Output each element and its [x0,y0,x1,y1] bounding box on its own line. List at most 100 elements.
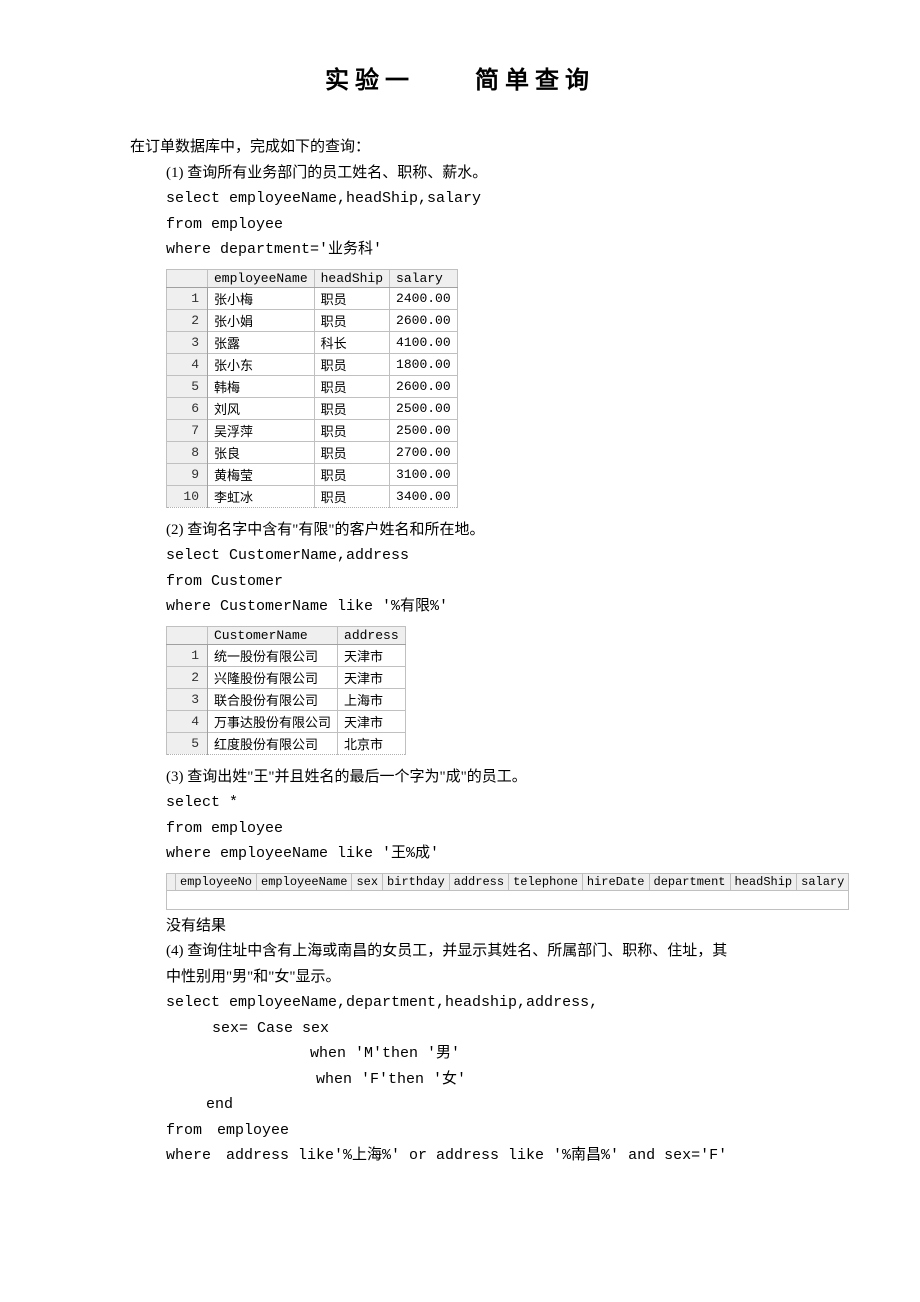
q2-result-table: CustomerName address 1统一股份有限公司天津市 2兴隆股份有… [166,626,406,755]
table-corner [167,626,208,644]
col-header: sex [352,873,383,890]
cell: 职员 [314,419,389,441]
col-header: headShip [730,873,797,890]
table-row: 9黄梅莹职员3100.00 [167,463,458,485]
col-header: address [449,873,508,890]
table-row: 6刘风职员2500.00 [167,397,458,419]
row-number: 8 [167,441,208,463]
col-header: birthday [383,873,450,890]
cell: 职员 [314,463,389,485]
cell: 黄梅莹 [208,463,315,485]
cell: 天津市 [338,644,406,666]
cell: 4100.00 [390,331,458,353]
q3-noresult: 没有结果 [166,914,790,940]
cell: 北京市 [338,732,406,754]
cell: 3100.00 [390,463,458,485]
col-header: address [338,626,406,644]
table-row: 3联合股份有限公司上海市 [167,688,406,710]
table-row: 4万事达股份有限公司天津市 [167,710,406,732]
cell: 2400.00 [390,287,458,309]
cell: 兴隆股份有限公司 [208,666,338,688]
cell: 张小梅 [208,287,315,309]
table-row: 8张良职员2700.00 [167,441,458,463]
cell: 职员 [314,309,389,331]
cell: 职员 [314,375,389,397]
q3-result-table: employeeNo employeeName sex birthday add… [166,873,849,910]
table-row: 1统一股份有限公司天津市 [167,644,406,666]
table-row: 3张露科长4100.00 [167,331,458,353]
q3-desc: (3) 查询出姓"王"并且姓名的最后一个字为"成"的员工。 [166,765,790,791]
q4-sql-line4: when 'F'then '女' [316,1067,790,1093]
col-header: employeeName [208,269,315,287]
row-number: 5 [167,732,208,754]
table-row: 10李虹冰职员3400.00 [167,485,458,507]
cell: 1800.00 [390,353,458,375]
q4-desc-line1: (4) 查询住址中含有上海或南昌的女员工，并显示其姓名、所属部门、职称、住址，其 [166,939,790,965]
row-number: 1 [167,287,208,309]
col-header: telephone [509,873,583,890]
q1-desc: (1) 查询所有业务部门的员工姓名、职称、薪水。 [166,161,790,187]
col-header: headShip [314,269,389,287]
col-header: salary [797,873,849,890]
row-number: 4 [167,710,208,732]
q4-sql-line7: where address like'%上海%' or address like… [166,1143,790,1169]
table-row: 7吴浮萍职员2500.00 [167,419,458,441]
page-title: 实验一 简单查询 [130,60,790,95]
cell: 上海市 [338,688,406,710]
table-row: 2兴隆股份有限公司天津市 [167,666,406,688]
q2-desc: (2) 查询名字中含有"有限"的客户姓名和所在地。 [166,518,790,544]
q2-sql-line3: where CustomerName like '%有限%' [166,594,790,620]
cell: 吴浮萍 [208,419,315,441]
row-number: 9 [167,463,208,485]
col-header: employeeName [257,873,352,890]
q1-sql-line1: select employeeName,headShip,salary [166,186,790,212]
row-number: 2 [167,666,208,688]
table-corner [167,873,176,890]
row-number: 7 [167,419,208,441]
q3-sql-line2: from employee [166,816,790,842]
cell: 李虹冰 [208,485,315,507]
q4-desc-line2: 中性别用"男"和"女"显示。 [166,965,790,991]
q4-sql-line5: end [206,1092,790,1118]
cell: 联合股份有限公司 [208,688,338,710]
row-number: 2 [167,309,208,331]
cell: 红度股份有限公司 [208,732,338,754]
cell: 韩梅 [208,375,315,397]
q2-sql-line1: select CustomerName,address [166,543,790,569]
cell: 2500.00 [390,397,458,419]
cell: 2600.00 [390,309,458,331]
cell: 2600.00 [390,375,458,397]
q1-sql-line3: where department='业务科' [166,237,790,263]
q4-sql-line1: select employeeName,department,headship,… [166,990,790,1016]
row-number: 3 [167,688,208,710]
cell: 张良 [208,441,315,463]
q4-sql-line2: sex= Case sex [212,1016,790,1042]
row-number: 10 [167,485,208,507]
empty-row [167,890,849,909]
col-header: hireDate [582,873,649,890]
table-row: 1张小梅职员2400.00 [167,287,458,309]
col-header: employeeNo [176,873,257,890]
cell: 3400.00 [390,485,458,507]
table-row: 4张小东职员1800.00 [167,353,458,375]
row-number: 6 [167,397,208,419]
q4-sql-line6: from employee [166,1118,790,1144]
cell: 职员 [314,353,389,375]
cell: 科长 [314,331,389,353]
col-header: department [649,873,730,890]
col-header: salary [390,269,458,287]
q2-sql-line2: from Customer [166,569,790,595]
cell: 张小娟 [208,309,315,331]
table-row: 5红度股份有限公司北京市 [167,732,406,754]
q1-result-table: employeeName headShip salary 1张小梅职员2400.… [166,269,458,508]
row-number: 4 [167,353,208,375]
cell: 职员 [314,397,389,419]
cell: 2700.00 [390,441,458,463]
q1-sql-line2: from employee [166,212,790,238]
row-number: 1 [167,644,208,666]
q4-sql-line3: when 'M'then '男' [310,1041,790,1067]
cell: 职员 [314,485,389,507]
row-number: 3 [167,331,208,353]
cell: 天津市 [338,666,406,688]
cell: 职员 [314,441,389,463]
